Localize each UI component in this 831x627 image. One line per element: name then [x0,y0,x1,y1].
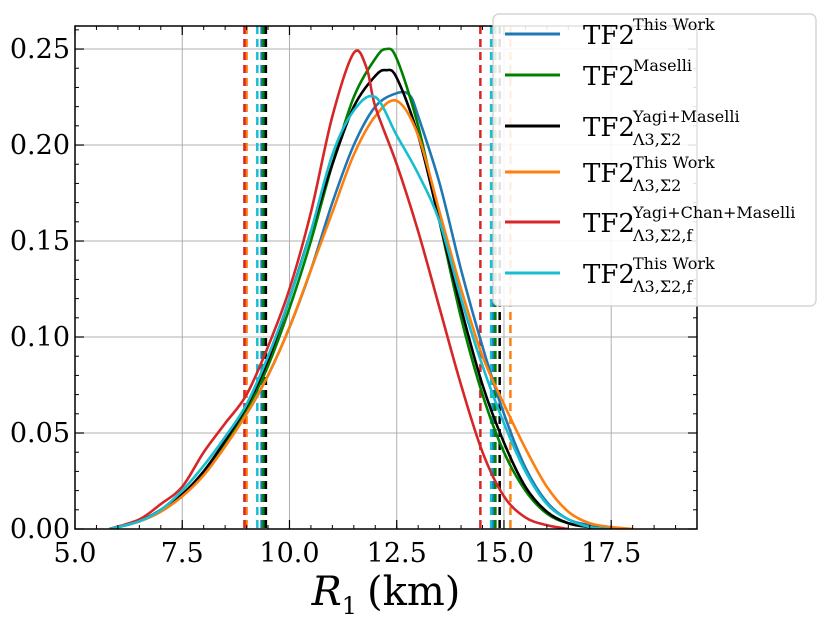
legend-superscript: This Work [633,15,715,34]
x-tick-label: 12.5 [367,538,427,569]
x-tick-label: 5.0 [54,538,97,569]
series-line-5 [108,94,612,529]
legend-superscript: This Work [633,254,715,273]
legend-label: TF2 [583,21,635,51]
x-tick-label: 15.0 [474,538,534,569]
y-tick-label: 0.10 [10,322,70,353]
x-tick-labels: 5.0 7.5 10.0 12.5 15.0 17.5 [54,538,642,569]
legend-label: TF2 [583,159,635,189]
legend-subscript: Λ3,Σ2,f [632,226,693,245]
legend-subscript: Λ3,Σ2 [632,176,681,195]
legend-subscript: Λ3,Σ2 [632,130,681,149]
x-axis-title: R1 (km) [311,569,461,620]
x-tick-label: 7.5 [161,538,204,569]
series-line-2 [108,68,612,529]
density-curves [108,47,633,529]
legend-label: TF2 [583,260,635,290]
legend-box [492,13,817,307]
series-line-4 [108,49,569,529]
x-axis-title-var: R [311,569,342,615]
y-tick-label: 0.05 [10,418,70,449]
credible-interval-lines [243,26,512,529]
legend-superscript: Maselli [633,56,692,75]
y-tick-label: 0.25 [10,34,70,65]
legend-label: TF2 [583,209,635,239]
legend-superscript: Yagi+Maselli [632,107,740,126]
y-tick-label: 0.15 [10,226,70,257]
y-tick-labels: 0.00 0.05 0.10 0.15 0.20 0.25 [10,34,70,545]
x-axis-title-unit: (km) [367,569,460,615]
legend-subscript: Λ3,Σ2,f [632,277,693,296]
legend-label: TF2 [583,62,635,92]
y-tick-label: 0.20 [10,130,70,161]
x-tick-label: 17.5 [581,538,641,569]
legend-superscript: Yagi+Chan+Maselli [632,203,795,222]
y-tick-label: 0.00 [10,514,70,545]
legend-label: TF2 [583,113,635,143]
legend-superscript: This Work [633,153,715,172]
x-tick-label: 10.0 [259,538,319,569]
x-axis-title-sub: 1 [342,592,357,620]
